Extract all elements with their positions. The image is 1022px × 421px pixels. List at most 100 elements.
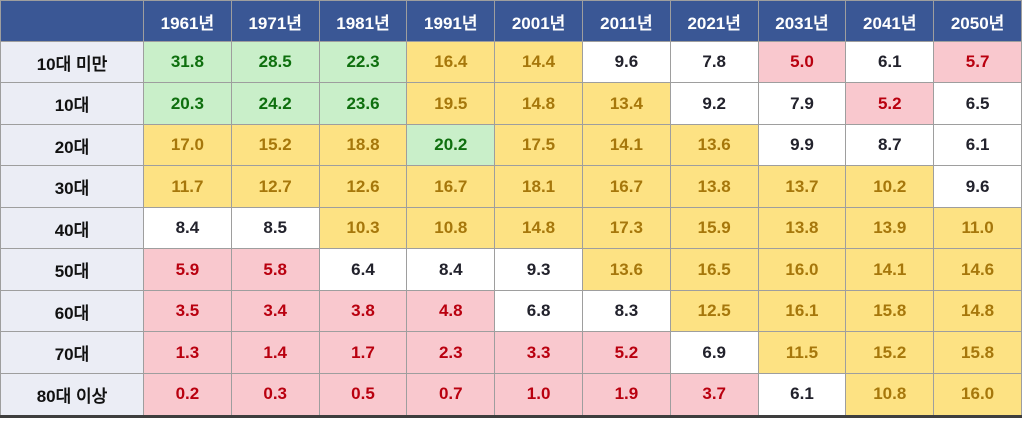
value-cell-r8-c4: 1.0 [494,372,583,418]
value-cell-r3-c3: 16.7 [406,165,496,208]
value-cell-r4-c2: 10.3 [318,206,408,250]
value-cell-r8-c5: 1.9 [581,372,671,418]
value-cell-r6-c3: 4.8 [406,289,496,333]
value-cell-r3-c5: 16.7 [581,165,671,208]
row-label-5: 50대 [0,248,144,291]
value-cell-r5-c0: 5.9 [143,248,232,291]
value-cell-r3-c4: 18.1 [494,165,583,208]
value-cell-r0-c1: 28.5 [230,40,320,84]
table-header-row: 1961년 1971년 1981년 1991년 2001년 2011년 2021년 2031년… [0,0,1022,42]
value-cell-r7-c8: 15.2 [845,331,935,374]
value-cell-r4-c5: 17.3 [581,206,671,250]
row-label-3: 30대 [0,165,144,208]
column-header-0: 1961년 [143,0,232,42]
value-cell-r4-c8: 13.9 [845,206,935,250]
value-cell-r6-c7: 16.1 [757,289,847,333]
row-label-0: 10대 미만 [0,40,144,84]
value-cell-r5-c5: 13.6 [581,248,671,291]
value-cell-r2-c7: 9.9 [757,123,847,167]
value-cell-r3-c2: 12.6 [318,165,408,208]
value-cell-r6-c2: 3.8 [318,289,408,333]
value-cell-r0-c8: 6.1 [845,40,935,84]
column-header-3: 1991년 [406,0,496,42]
column-header-5: 2011년 [581,0,671,42]
value-cell-r5-c4: 9.3 [494,248,583,291]
value-cell-r4-c4: 14.8 [494,206,583,250]
value-cell-r8-c0: 0.2 [143,372,232,418]
value-cell-r7-c3: 2.3 [406,331,496,374]
value-cell-r4-c7: 13.8 [757,206,847,250]
value-cell-r6-c8: 15.8 [845,289,935,333]
value-cell-r0-c5: 9.6 [581,40,671,84]
value-cell-r0-c6: 7.8 [669,40,759,84]
value-cell-r6-c4: 6.8 [494,289,583,333]
value-cell-r3-c9: 9.6 [933,165,1022,208]
value-cell-r3-c0: 11.7 [143,165,232,208]
value-cell-r1-c2: 23.6 [318,82,408,125]
value-cell-r6-c0: 3.5 [143,289,232,333]
table-row-8: 80대 이상 0.2 0.3 0.5 0.7 1.0 1.9 3.7 6.1 10.8 16.0 [0,372,1022,418]
column-header-2: 1981년 [318,0,408,42]
value-cell-r4-c9: 11.0 [933,206,1022,250]
value-cell-r4-c1: 8.5 [230,206,320,250]
value-cell-r1-c4: 14.8 [494,82,583,125]
value-cell-r6-c5: 8.3 [581,289,671,333]
value-cell-r4-c6: 15.9 [669,206,759,250]
value-cell-r7-c1: 1.4 [230,331,320,374]
value-cell-r3-c1: 12.7 [230,165,320,208]
value-cell-r0-c2: 22.3 [318,40,408,84]
value-cell-r2-c8: 8.7 [845,123,935,167]
value-cell-r5-c3: 8.4 [406,248,496,291]
value-cell-r0-c0: 31.8 [143,40,232,84]
value-cell-r8-c6: 3.7 [669,372,759,418]
value-cell-r5-c9: 14.6 [933,248,1022,291]
value-cell-r2-c3: 20.2 [406,123,496,167]
table-body: 10대 미만 31.8 28.5 22.3 16.4 14.4 9.6 7.8 5.0 6.1 5.… [0,40,1022,418]
value-cell-r8-c3: 0.7 [406,372,496,418]
value-cell-r2-c5: 14.1 [581,123,671,167]
column-header-8: 2041년 [845,0,935,42]
column-header-9: 2050년 [933,0,1022,42]
row-label-6: 60대 [0,289,144,333]
value-cell-r2-c0: 17.0 [143,123,232,167]
row-label-8: 80대 이상 [0,372,144,418]
column-header-1: 1971년 [230,0,320,42]
value-cell-r1-c9: 6.5 [933,82,1022,125]
value-cell-r0-c4: 14.4 [494,40,583,84]
value-cell-r1-c6: 9.2 [669,82,759,125]
value-cell-r5-c7: 16.0 [757,248,847,291]
value-cell-r5-c2: 6.4 [318,248,408,291]
value-cell-r1-c3: 19.5 [406,82,496,125]
value-cell-r4-c0: 8.4 [143,206,232,250]
table-row-6: 60대 3.5 3.4 3.8 4.8 6.8 8.3 12.5 16.1 15.8 14.8 [0,289,1022,333]
value-cell-r2-c6: 13.6 [669,123,759,167]
value-cell-r0-c7: 5.0 [757,40,847,84]
value-cell-r7-c5: 5.2 [581,331,671,374]
column-header-4: 2001년 [494,0,583,42]
value-cell-r8-c8: 10.8 [845,372,935,418]
value-cell-r5-c1: 5.8 [230,248,320,291]
value-cell-r6-c9: 14.8 [933,289,1022,333]
value-cell-r3-c7: 13.7 [757,165,847,208]
value-cell-r8-c9: 16.0 [933,372,1022,418]
value-cell-r7-c4: 3.3 [494,331,583,374]
value-cell-r5-c8: 14.1 [845,248,935,291]
row-label-4: 40대 [0,206,144,250]
value-cell-r0-c9: 5.7 [933,40,1022,84]
value-cell-r3-c8: 10.2 [845,165,935,208]
column-header-6: 2021년 [669,0,759,42]
value-cell-r6-c6: 12.5 [669,289,759,333]
table-row-0: 10대 미만 31.8 28.5 22.3 16.4 14.4 9.6 7.8 5.0 6.1 5.… [0,40,1022,84]
value-cell-r1-c1: 24.2 [230,82,320,125]
row-label-2: 20대 [0,123,144,167]
value-cell-r7-c6: 6.9 [669,331,759,374]
corner-cell [0,0,144,42]
row-label-7: 70대 [0,331,144,374]
value-cell-r8-c7: 6.1 [757,372,847,418]
table-row-3: 30대 11.7 12.7 12.6 16.7 18.1 16.7 13.8 13.7 10.2 9… [0,165,1022,208]
row-label-1: 10대 [0,82,144,125]
value-cell-r2-c4: 17.5 [494,123,583,167]
column-header-7: 2031년 [757,0,847,42]
